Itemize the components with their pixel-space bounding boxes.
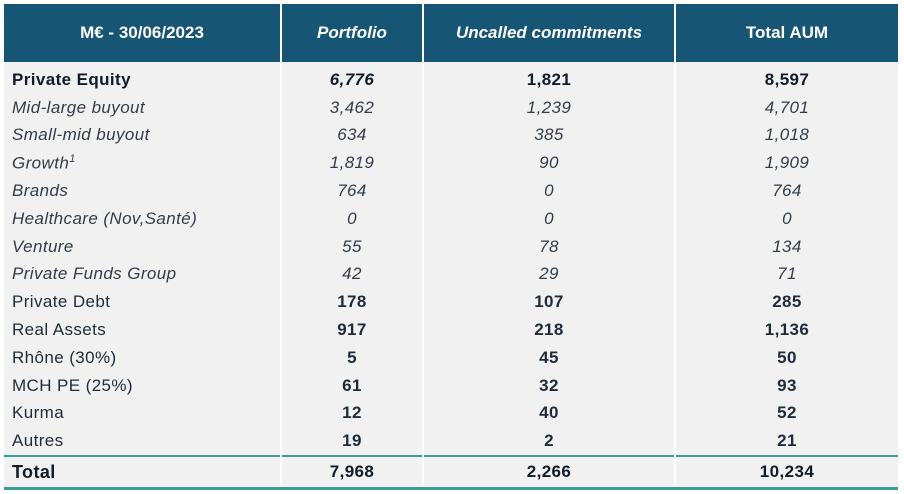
- cell-uncalled: 29: [422, 260, 675, 289]
- cell-uncalled: 78: [422, 232, 675, 261]
- cell-uncalled: 40: [422, 399, 675, 428]
- cell-portfolio: 917: [280, 316, 423, 344]
- table-row: Rhône (30%) 5 45 50: [4, 343, 898, 372]
- row-label: Small-mid buyout: [4, 121, 281, 150]
- cell-total: 0: [674, 204, 898, 233]
- table-row: Small-mid buyout 634 385 1,018: [4, 121, 898, 150]
- table-row: Private Debt 178 107 285: [4, 288, 898, 317]
- table-row: Kurma 12 40 52: [4, 399, 898, 428]
- row-label: MCH PE (25%): [4, 371, 281, 400]
- cell-uncalled: 218: [422, 316, 675, 344]
- cell-total: 93: [674, 371, 898, 400]
- header-date: M€ - 30/06/2023: [4, 4, 281, 62]
- cell-total: 1,018: [674, 121, 898, 150]
- header-portfolio: Portfolio: [280, 4, 423, 62]
- cell-total: 52: [674, 399, 898, 428]
- row-label: Rhône (30%): [4, 343, 281, 372]
- table-row: Healthcare (Nov,Santé) 0 0 0: [4, 204, 898, 233]
- cell-portfolio: 42: [280, 260, 423, 289]
- cell-portfolio: 5: [280, 343, 423, 372]
- cell-total: 21: [674, 427, 898, 457]
- cell-total: 50: [674, 343, 898, 372]
- cell-portfolio: 61: [280, 371, 423, 400]
- cell-uncalled: 1,239: [422, 93, 675, 122]
- table-row: Autres 19 2 21: [4, 427, 898, 457]
- cell-uncalled: 107: [422, 288, 675, 317]
- cell-portfolio: 0: [280, 204, 423, 233]
- cell-total: 8,597: [674, 62, 898, 94]
- cell-uncalled: 0: [422, 177, 675, 205]
- table-row: Venture 55 78 134: [4, 232, 898, 261]
- cell-total: 134: [674, 232, 898, 261]
- row-label-text: Growth: [12, 153, 70, 173]
- row-label: Kurma: [4, 399, 281, 428]
- cell-uncalled: 45: [422, 343, 675, 372]
- table-row: Real Assets 917 218 1,136: [4, 316, 898, 344]
- row-label: Private Equity: [4, 62, 281, 94]
- table-row: MCH PE (25%) 61 32 93: [4, 371, 898, 400]
- header-total-aum: Total AUM: [674, 4, 898, 62]
- row-label: Real Assets: [4, 316, 281, 344]
- cell-uncalled: 90: [422, 149, 675, 178]
- cell-total: 71: [674, 260, 898, 289]
- cell-portfolio: 1,819: [280, 149, 423, 178]
- cell-total: 1,136: [674, 316, 898, 344]
- cell-total: 285: [674, 288, 898, 317]
- cell-portfolio: 12: [280, 399, 423, 428]
- table-row: Brands 764 0 764: [4, 177, 898, 205]
- table-row: Growth1 1,819 90 1,909: [4, 149, 898, 178]
- cell-uncalled: 0: [422, 204, 675, 233]
- row-label: Mid-large buyout: [4, 93, 281, 122]
- cell-total: 4,701: [674, 93, 898, 122]
- table-row: Mid-large buyout 3,462 1,239 4,701: [4, 93, 898, 122]
- row-label: Brands: [4, 177, 281, 205]
- cell-portfolio: 19: [280, 427, 423, 457]
- cell-portfolio: 764: [280, 177, 423, 205]
- cell-total: 764: [674, 177, 898, 205]
- total-uncalled: 2,266: [422, 455, 675, 491]
- table-row: Private Funds Group 42 29 71: [4, 260, 898, 289]
- row-label: Venture: [4, 232, 281, 261]
- header-row: M€ - 30/06/2023 Portfolio Uncalled commi…: [4, 4, 898, 62]
- total-row: Total 7,968 2,266 10,234: [4, 455, 898, 491]
- cell-uncalled: 2: [422, 427, 675, 457]
- aum-table: M€ - 30/06/2023 Portfolio Uncalled commi…: [4, 4, 898, 491]
- header-uncalled: Uncalled commitments: [422, 4, 675, 62]
- total-portfolio: 7,968: [280, 455, 423, 491]
- row-label: Private Debt: [4, 288, 281, 317]
- row-label: Private Funds Group: [4, 260, 281, 289]
- total-label: Total: [4, 455, 281, 491]
- aum-table-container: M€ - 30/06/2023 Portfolio Uncalled commi…: [4, 4, 898, 491]
- cell-portfolio: 3,462: [280, 93, 423, 122]
- cell-portfolio: 634: [280, 121, 423, 150]
- cell-portfolio: 55: [280, 232, 423, 261]
- cell-portfolio: 6,776: [280, 62, 423, 94]
- cell-uncalled: 385: [422, 121, 675, 150]
- table-row: Private Equity 6,776 1,821 8,597: [4, 62, 898, 94]
- footnote-marker: 1: [69, 152, 76, 165]
- cell-total: 1,909: [674, 149, 898, 178]
- row-label: Autres: [4, 427, 281, 457]
- row-label: Growth1: [4, 149, 281, 178]
- cell-uncalled: 1,821: [422, 62, 675, 94]
- total-aum: 10,234: [674, 455, 898, 491]
- cell-uncalled: 32: [422, 371, 675, 400]
- cell-portfolio: 178: [280, 288, 423, 317]
- row-label: Healthcare (Nov,Santé): [4, 204, 281, 233]
